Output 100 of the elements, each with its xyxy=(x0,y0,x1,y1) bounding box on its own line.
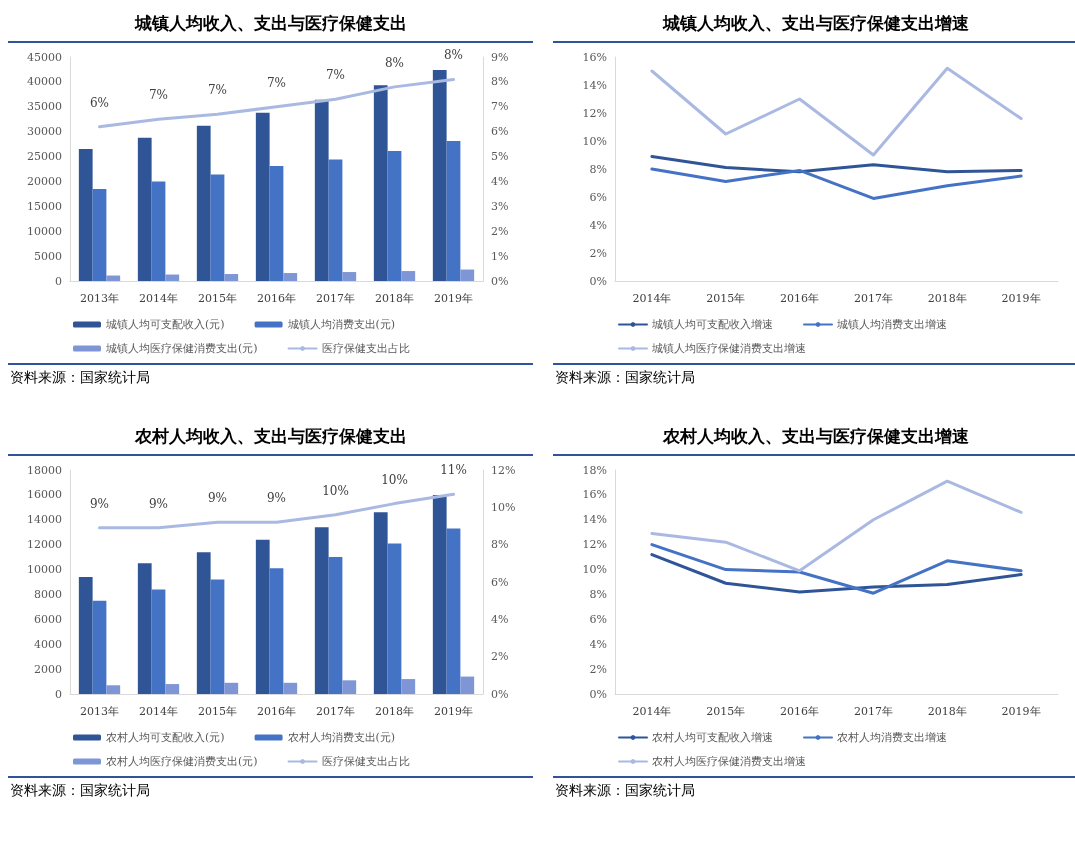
bar xyxy=(314,99,329,281)
chart-title: 城镇人均收入、支出与医疗保健支出增速 xyxy=(553,8,1075,43)
chart-title: 农村人均收入、支出与医疗保健支出 xyxy=(8,421,533,456)
y-tick-label: 4% xyxy=(589,218,607,232)
data-label: 8% xyxy=(443,48,464,63)
y2-tick-label: 4% xyxy=(491,174,509,188)
y-tick-label: 30000 xyxy=(27,125,62,139)
text: 资料来源：国家统计局 xyxy=(10,782,151,800)
bar xyxy=(387,151,402,281)
bar xyxy=(165,274,180,281)
bar xyxy=(106,275,121,281)
data-label: 7% xyxy=(148,88,169,103)
data-label: 9% xyxy=(207,491,228,506)
bar xyxy=(283,273,298,281)
x-tick-label: 2014年 xyxy=(139,292,178,305)
legend-label: 城镇人均可支配收入增速 xyxy=(651,318,773,331)
bar xyxy=(328,557,343,694)
y2-tick-label: 0% xyxy=(491,274,509,288)
bar xyxy=(196,552,211,694)
bar xyxy=(328,159,343,281)
y-tick-label: 14% xyxy=(582,78,607,92)
line-series xyxy=(650,167,1023,200)
y2-tick-label: 6% xyxy=(491,575,509,589)
bar xyxy=(106,685,121,694)
bar xyxy=(432,69,447,281)
y-tick-label: 14000 xyxy=(27,513,62,527)
x-tick-label: 2018年 xyxy=(927,705,967,718)
y-tick-label: 6% xyxy=(589,190,607,204)
x-tick-label: 2018年 xyxy=(375,705,414,718)
bar xyxy=(92,188,107,281)
y-tick-label: 45000 xyxy=(27,50,62,64)
bar xyxy=(283,682,298,694)
x-tick-label: 2018年 xyxy=(927,292,967,305)
bar xyxy=(446,528,461,694)
line-series xyxy=(650,479,1023,573)
y2-tick-label: 8% xyxy=(491,538,509,552)
y2-tick-label: 12% xyxy=(491,463,516,477)
x-tick-label: 2015年 xyxy=(706,292,746,305)
bar xyxy=(460,269,475,281)
y-tick-label: 8% xyxy=(589,587,607,601)
y-tick-label: 18% xyxy=(582,463,607,477)
x-tick-label: 2016年 xyxy=(257,705,296,718)
legend-label: 城镇人均医疗保健消费支出增速 xyxy=(651,342,806,355)
bar xyxy=(342,272,357,281)
x-tick-label: 2016年 xyxy=(257,292,296,305)
x-tick-label: 2017年 xyxy=(853,705,893,718)
data-label: 10% xyxy=(322,483,349,498)
y-tick-label: 8% xyxy=(589,162,607,176)
y2-tick-label: 1% xyxy=(491,249,509,263)
x-tick-label: 2019年 xyxy=(1001,705,1041,718)
x-tick-label: 2016年 xyxy=(780,292,820,305)
bar xyxy=(151,589,166,694)
x-tick-label: 2019年 xyxy=(434,705,473,718)
y-tick-label: 16% xyxy=(582,488,607,502)
y-tick-label: 35000 xyxy=(27,100,62,114)
bar xyxy=(314,527,329,694)
bar xyxy=(460,676,475,694)
y2-tick-label: 10% xyxy=(491,500,516,514)
bar xyxy=(210,174,225,281)
legend-label: 农村人均可支配收入(元) xyxy=(106,731,225,744)
y-tick-label: 2% xyxy=(589,662,607,676)
x-tick-label: 2014年 xyxy=(139,705,178,718)
data-label: 9% xyxy=(266,491,287,506)
bar xyxy=(401,679,416,694)
y-tick-label: 25000 xyxy=(27,150,62,164)
x-tick-label: 2016年 xyxy=(780,705,820,718)
bar xyxy=(196,125,211,281)
text: 资料来源：国家统计局 xyxy=(555,369,696,387)
y2-tick-label: 7% xyxy=(491,100,509,114)
legend-label: 农村人均消费支出(元) xyxy=(287,731,396,744)
chart-title: 农村人均收入、支出与医疗保健支出增速 xyxy=(553,421,1075,456)
bar xyxy=(401,271,416,281)
line-series xyxy=(650,66,1023,157)
y-tick-label: 2000 xyxy=(34,662,62,676)
legend-label: 城镇人均医疗保健消费支出(元) xyxy=(105,342,258,355)
bar xyxy=(269,166,284,281)
x-tick-label: 2014年 xyxy=(632,705,672,718)
bar xyxy=(137,563,152,694)
legend-label: 医疗保健支出占比 xyxy=(321,755,410,768)
legend-label: 城镇人均可支配收入(元) xyxy=(105,318,225,331)
data-label: 11% xyxy=(440,463,467,478)
y-tick-label: 40000 xyxy=(27,75,62,89)
y-tick-label: 2% xyxy=(589,246,607,260)
x-tick-label: 2019年 xyxy=(1001,292,1041,305)
x-tick-label: 2019年 xyxy=(434,292,473,305)
bar xyxy=(224,274,239,281)
bar xyxy=(255,539,270,694)
y2-tick-label: 3% xyxy=(491,199,509,213)
legend-label: 农村人均医疗保健消费支出增速 xyxy=(652,755,806,768)
y-tick-label: 6000 xyxy=(34,612,62,626)
x-tick-label: 2017年 xyxy=(316,292,355,305)
legend-label: 农村人均消费支出增速 xyxy=(837,731,947,744)
data-label: 7% xyxy=(266,75,287,90)
y-tick-label: 10000 xyxy=(27,563,62,577)
bar xyxy=(137,137,152,281)
line-series xyxy=(650,543,1023,595)
bar xyxy=(165,684,180,694)
x-tick-label: 2017年 xyxy=(316,705,355,718)
y2-tick-label: 5% xyxy=(491,150,509,164)
data-label: 9% xyxy=(148,496,169,511)
